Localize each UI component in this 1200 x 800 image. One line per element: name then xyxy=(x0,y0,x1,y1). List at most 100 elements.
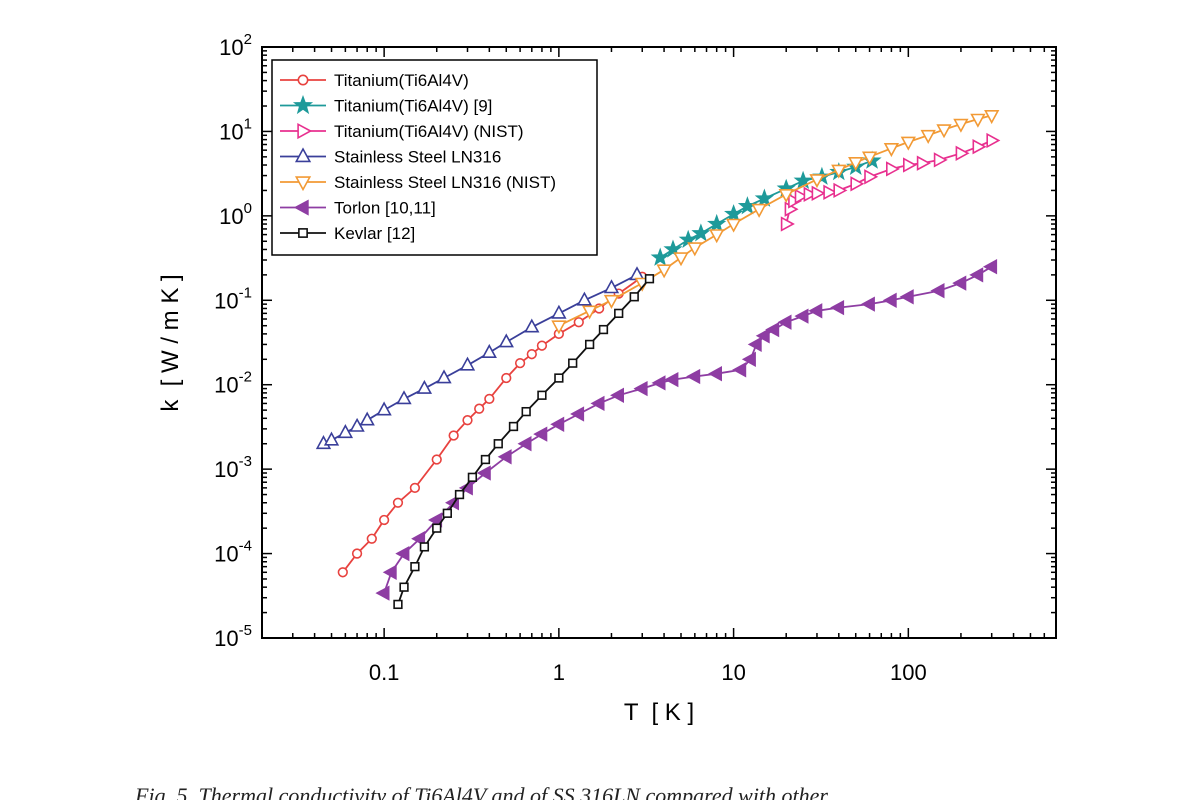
data-point xyxy=(755,328,770,344)
data-point xyxy=(550,416,565,432)
data-point xyxy=(498,333,514,348)
data-point xyxy=(395,545,410,562)
series xyxy=(780,132,1001,232)
data-point xyxy=(754,188,774,207)
data-point xyxy=(686,368,701,385)
legend-marker xyxy=(292,94,314,115)
y-tick-label: 102 xyxy=(219,31,252,60)
y-tick-labels: 102 101 100 10-1 10-2 10-3 10-4 10-5 xyxy=(214,31,252,651)
y-tick-label: 10-2 xyxy=(214,369,252,398)
data-point xyxy=(476,465,491,481)
figure-caption: Fig. 5. Thermal conductivity of Ti6Al4V … xyxy=(135,783,828,800)
data-point xyxy=(551,304,567,319)
data-point xyxy=(629,292,639,302)
data-point xyxy=(481,343,497,359)
data-point xyxy=(467,472,478,482)
data-point xyxy=(986,132,1001,149)
legend-item: Torlon [10,11] xyxy=(280,199,436,218)
legend-item: Stainless Steel LN316 (NIST) xyxy=(280,173,556,192)
data-point xyxy=(848,157,864,172)
data-point xyxy=(419,542,430,552)
data-point xyxy=(323,431,340,446)
legend-item: Stainless Steel LN316 xyxy=(280,147,501,167)
data-point xyxy=(521,406,531,417)
data-point xyxy=(899,289,914,305)
data-point xyxy=(568,358,578,368)
data-point xyxy=(864,169,879,185)
x-tick-labels: 0.1 1 10 100 xyxy=(369,660,927,685)
data-point xyxy=(983,259,998,275)
data-point xyxy=(765,321,780,338)
data-point xyxy=(598,324,609,335)
data-point xyxy=(673,252,689,267)
data-point xyxy=(351,548,363,559)
data-point xyxy=(393,599,403,610)
series xyxy=(315,266,645,450)
data-point xyxy=(337,567,348,578)
data-point xyxy=(883,143,900,158)
data-point xyxy=(517,436,532,452)
data-point xyxy=(656,264,672,279)
data-point xyxy=(969,267,984,283)
data-point xyxy=(916,155,931,171)
y-tick-label: 10-3 xyxy=(214,453,252,482)
data-point xyxy=(432,523,442,533)
legend-marker xyxy=(297,74,309,86)
data-point xyxy=(411,531,426,547)
series xyxy=(337,271,648,578)
legend: Titanium(Ti6Al4V) Titanium(Ti6Al4V) [9] Ti… xyxy=(271,59,598,256)
series xyxy=(393,274,655,610)
data-point xyxy=(850,176,865,192)
data-point xyxy=(536,340,548,351)
x-axis-title: T [ K ] xyxy=(624,699,694,726)
legend-label: Titanium(Ti6Al4V) [9] xyxy=(334,97,492,116)
series-line xyxy=(342,276,643,573)
legend-marker xyxy=(293,199,309,216)
data-point xyxy=(882,292,897,308)
series-line xyxy=(383,265,993,594)
data-point xyxy=(376,401,392,416)
data-point xyxy=(833,182,848,199)
data-point xyxy=(416,379,433,394)
data-point xyxy=(794,308,809,324)
legend-label: Titanium(Ti6Al4V) xyxy=(334,71,469,90)
data-point xyxy=(573,317,584,328)
data-point xyxy=(533,426,548,442)
data-point xyxy=(861,151,878,166)
axis-ticks xyxy=(261,46,1057,639)
data-point xyxy=(830,299,845,316)
data-point xyxy=(396,390,412,405)
data-point xyxy=(984,110,1000,125)
legend-label: Stainless Steel LN316 xyxy=(334,148,501,167)
data-point xyxy=(448,430,459,441)
data-point xyxy=(793,170,813,190)
series xyxy=(551,110,1000,335)
data-point xyxy=(778,189,794,203)
data-point xyxy=(474,403,485,414)
legend-item: Titanium(Ti6Al4V) xyxy=(280,71,469,90)
data-point xyxy=(442,508,452,518)
data-point xyxy=(508,421,519,432)
data-point xyxy=(633,380,648,397)
data-point xyxy=(747,336,762,353)
legend-item: Titanium(Ti6Al4V) [9] xyxy=(280,94,492,116)
data-point xyxy=(811,185,826,201)
plot-frame xyxy=(261,46,1057,639)
data-point xyxy=(664,371,679,388)
data-point xyxy=(454,489,465,500)
legend-label: Torlon [10,11] xyxy=(334,199,436,218)
data-point xyxy=(378,514,390,526)
data-point xyxy=(524,318,540,333)
data-point xyxy=(955,145,970,161)
data-series xyxy=(315,110,1001,610)
legend-box xyxy=(271,59,598,256)
legend-marker xyxy=(297,122,313,140)
data-point xyxy=(428,512,443,528)
data-point xyxy=(709,229,725,244)
data-point xyxy=(751,203,767,218)
data-point xyxy=(501,372,512,384)
data-point xyxy=(777,314,792,330)
data-point xyxy=(514,358,526,369)
data-point xyxy=(970,113,986,128)
data-point xyxy=(885,161,901,177)
